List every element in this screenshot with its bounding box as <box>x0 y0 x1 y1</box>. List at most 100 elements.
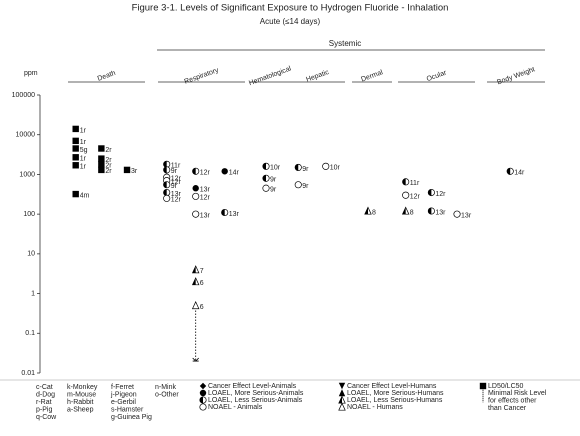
marker <box>123 166 131 174</box>
point-label: 6 <box>200 280 204 287</box>
triangle <box>338 382 346 390</box>
circle <box>294 181 302 189</box>
y-tick-label: 100 <box>23 211 35 218</box>
square <box>72 145 79 152</box>
species-label: f-Ferret <box>111 384 134 391</box>
point-label: 14r <box>229 170 240 177</box>
marker <box>401 206 410 215</box>
point-label: 13r <box>461 212 472 219</box>
species-label: m-Mouse <box>67 391 96 398</box>
legend-label: NOAEL - Animals <box>208 404 263 411</box>
triangle <box>338 402 346 411</box>
marker <box>294 163 302 171</box>
marker <box>72 190 79 198</box>
marker <box>199 403 207 411</box>
chart-subtitle: Acute (≤14 days) <box>260 17 321 26</box>
marker <box>163 188 171 197</box>
legend-label: Cancer Effect Level-Animals <box>208 383 297 390</box>
point-label: 13r <box>171 191 182 198</box>
species-label: d-Dog <box>36 391 55 398</box>
circle <box>322 162 330 170</box>
point-label: 2r <box>105 168 112 175</box>
species-label: a-Sheep <box>67 406 94 413</box>
point-label: 9r <box>302 166 309 173</box>
square <box>72 190 79 198</box>
point-label: 9r <box>171 168 178 175</box>
point-label: 3r <box>131 168 138 175</box>
marker <box>262 174 270 182</box>
legend-label: NOAEL - Humans <box>347 404 403 411</box>
square <box>98 155 105 162</box>
group-label: Systemic <box>329 39 361 48</box>
marker <box>427 207 435 215</box>
half <box>163 181 167 188</box>
marker <box>338 402 346 411</box>
species-label: n-Mink <box>155 384 177 391</box>
marker <box>479 382 487 390</box>
half <box>192 277 196 285</box>
point-label: 2r <box>105 147 112 154</box>
half <box>295 164 299 171</box>
half <box>428 189 432 196</box>
marker <box>199 382 207 390</box>
point-label: 10r <box>330 165 341 172</box>
legend-label: LOAEL, More Serious-Animals <box>208 390 304 397</box>
point-label: 7 <box>200 268 204 275</box>
point-label: 12r <box>171 176 182 183</box>
point-label: 12r <box>410 194 421 201</box>
species-label: r-Rat <box>36 399 52 406</box>
point-label: 9r <box>270 187 277 194</box>
legend-label: LOAEL, Less Serious-Animals <box>208 397 303 404</box>
half <box>507 168 511 175</box>
square <box>72 137 79 145</box>
square <box>479 382 487 390</box>
point-label: 6 <box>200 304 204 311</box>
marker <box>427 188 435 197</box>
circle <box>221 168 228 175</box>
half <box>163 189 167 196</box>
square <box>98 166 105 174</box>
point-label: 14r <box>514 170 525 177</box>
square <box>72 125 79 133</box>
marker <box>338 389 346 397</box>
marker <box>72 145 79 152</box>
species-label: p-Pig <box>36 406 52 413</box>
circle <box>262 184 270 192</box>
point-label: 11r <box>410 180 420 187</box>
marker <box>199 396 207 404</box>
square <box>123 166 131 174</box>
marker <box>364 206 372 215</box>
half <box>221 209 225 216</box>
half <box>262 163 266 170</box>
point-label: 1r <box>80 127 87 134</box>
triangle <box>191 300 200 310</box>
y-tick-label: 0.1 <box>25 330 35 337</box>
point-label: 12r <box>171 197 182 204</box>
marker <box>163 160 171 168</box>
point-label: 8 <box>372 209 376 216</box>
chart-title: Figure 3-1. Levels of Significant Exposu… <box>132 3 449 14</box>
marker <box>453 210 461 218</box>
marker <box>338 382 346 390</box>
circle <box>192 210 200 218</box>
marker <box>221 208 229 217</box>
species-label: k-Monkey <box>67 384 98 391</box>
marker <box>322 162 330 170</box>
half <box>428 207 432 215</box>
marker <box>191 277 200 286</box>
point-label: 2r <box>105 163 112 170</box>
y-axis-label: ppm <box>24 70 38 77</box>
marker <box>98 155 105 162</box>
circle <box>453 210 461 218</box>
marker <box>506 167 514 175</box>
y-tick-label: 10000 <box>16 132 36 139</box>
point-label: 2r <box>105 157 112 164</box>
half <box>262 175 266 182</box>
half <box>163 161 167 168</box>
marker <box>191 300 200 310</box>
legend-label: LOAEL, More Serious-Humans <box>347 390 444 397</box>
marker <box>192 167 200 175</box>
square <box>72 162 79 169</box>
